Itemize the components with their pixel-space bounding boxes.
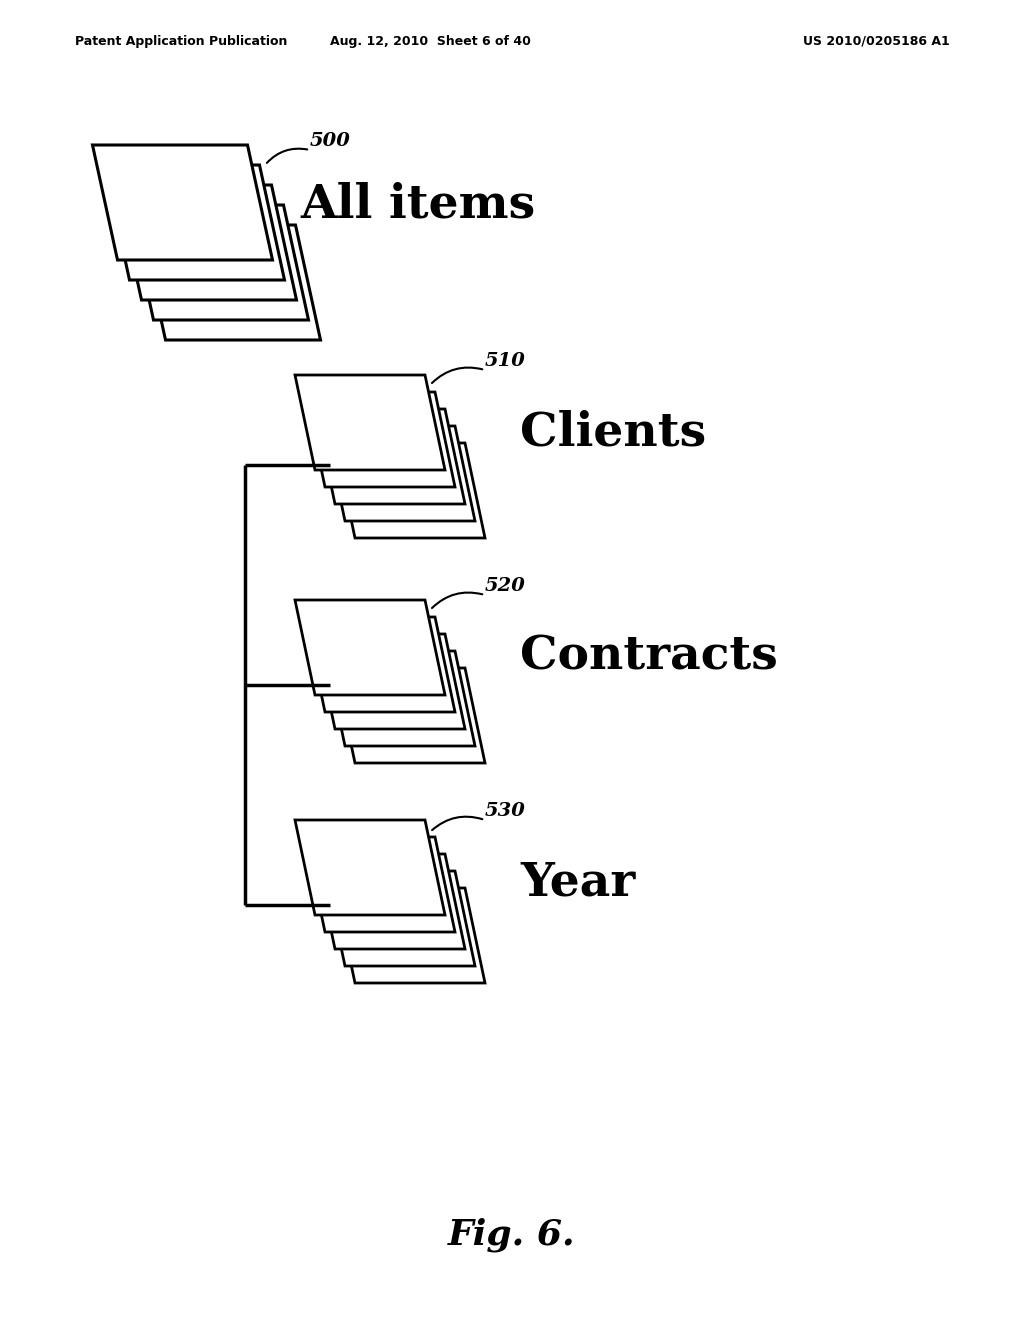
Text: Patent Application Publication: Patent Application Publication xyxy=(75,36,288,48)
Text: Aug. 12, 2010  Sheet 6 of 40: Aug. 12, 2010 Sheet 6 of 40 xyxy=(330,36,530,48)
Text: Contracts: Contracts xyxy=(520,634,778,680)
Polygon shape xyxy=(315,409,465,504)
Polygon shape xyxy=(104,165,285,280)
Polygon shape xyxy=(315,854,465,949)
Text: Clients: Clients xyxy=(520,409,707,455)
Polygon shape xyxy=(325,871,475,966)
Text: Fig. 6.: Fig. 6. xyxy=(449,1218,575,1253)
Polygon shape xyxy=(335,444,485,539)
Text: 530: 530 xyxy=(485,803,526,820)
Polygon shape xyxy=(335,888,485,983)
Text: US 2010/0205186 A1: US 2010/0205186 A1 xyxy=(803,36,950,48)
Polygon shape xyxy=(140,224,321,341)
Polygon shape xyxy=(295,375,445,470)
Polygon shape xyxy=(325,426,475,521)
Polygon shape xyxy=(315,634,465,729)
Text: 520: 520 xyxy=(485,577,526,595)
Polygon shape xyxy=(335,668,485,763)
Polygon shape xyxy=(92,145,272,260)
Polygon shape xyxy=(305,837,455,932)
Polygon shape xyxy=(128,205,308,319)
Text: All items: All items xyxy=(300,182,536,228)
Polygon shape xyxy=(117,185,297,300)
Polygon shape xyxy=(325,651,475,746)
Polygon shape xyxy=(305,392,455,487)
Polygon shape xyxy=(305,616,455,711)
Polygon shape xyxy=(295,601,445,696)
Text: 500: 500 xyxy=(310,132,351,150)
Text: 510: 510 xyxy=(485,352,526,370)
Text: Year: Year xyxy=(520,859,635,906)
Polygon shape xyxy=(295,820,445,915)
